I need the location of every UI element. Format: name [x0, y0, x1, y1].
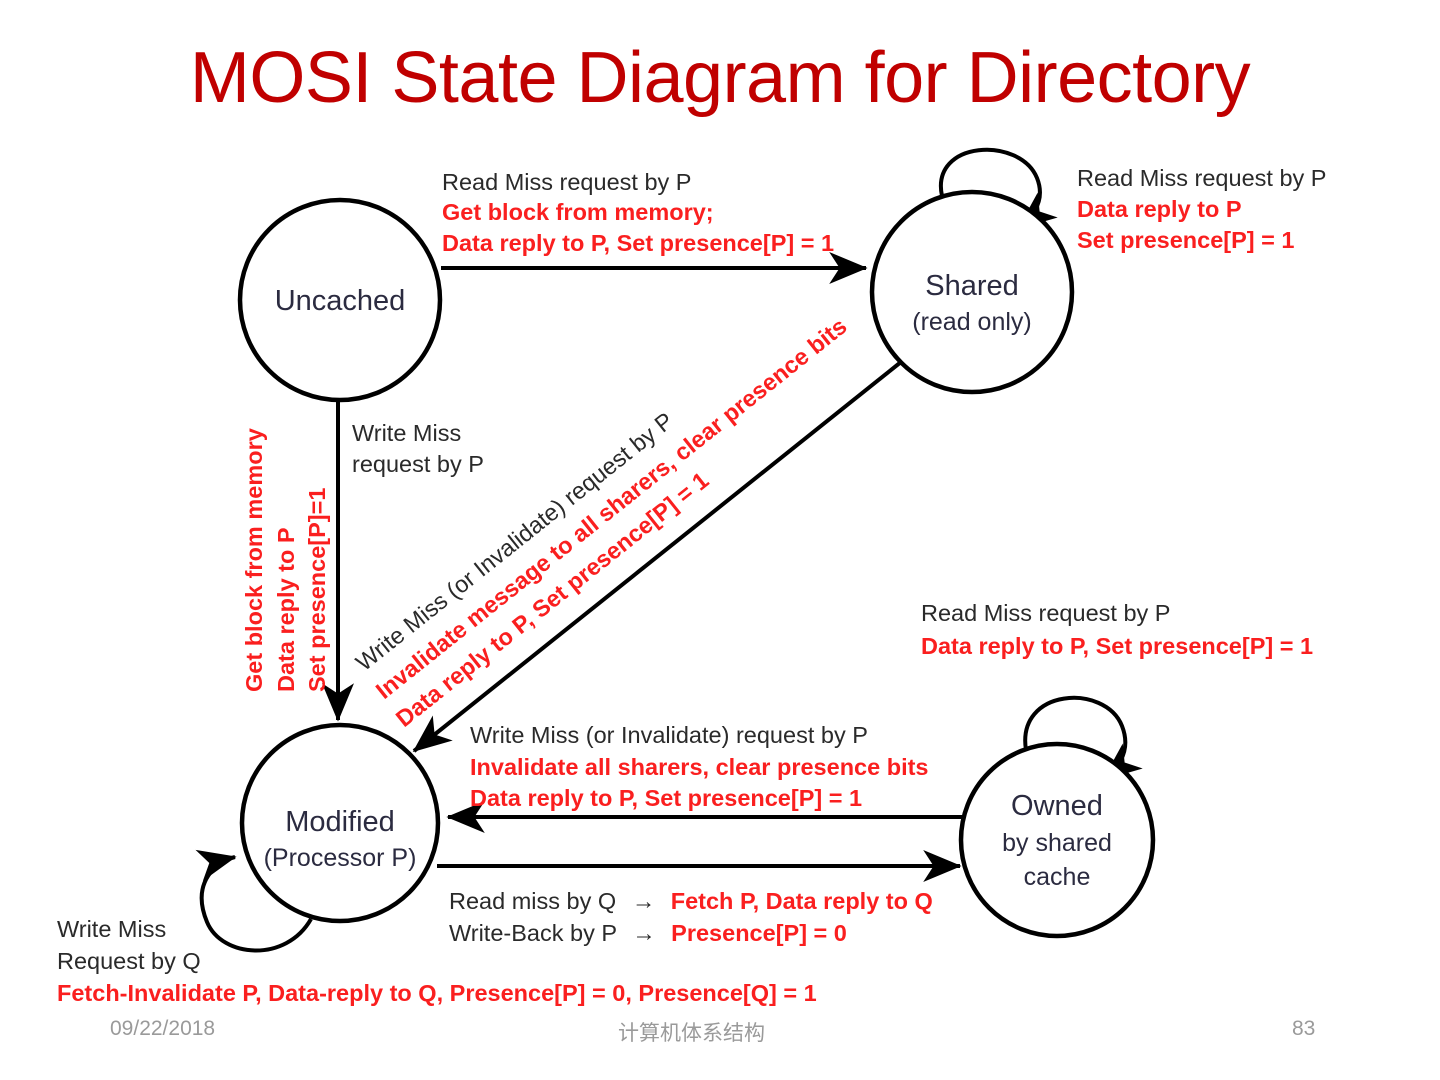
shared-sublabel: (read only)	[912, 308, 1032, 336]
label-line-red-1: Invalidate message to all sharers, clear…	[371, 313, 852, 704]
owned-sublabel-2: cache	[1024, 863, 1091, 891]
owned-circle[interactable]	[958, 741, 1156, 939]
label-line-red-2: Data reply to P, Set presence[P] = 1	[470, 785, 862, 811]
label-line-2: Write-Back by P → Presence[P] = 0	[449, 920, 847, 946]
label-line-red-1: Get block from memory;	[442, 199, 714, 225]
label-line-2: request by P	[352, 451, 484, 477]
footer-course-name: 计算机体系结构	[618, 1022, 765, 1045]
modified-label: Modified	[285, 806, 395, 838]
label-uncached-to-modified-black: Write Miss request by P	[352, 420, 484, 477]
label-line-red-2: Set presence[P] = 1	[1077, 227, 1294, 253]
page-title: MOSI State Diagram for Directory	[189, 38, 1251, 118]
label-line-red-1: Invalidate all sharers, clear presence b…	[470, 754, 929, 780]
label-line-black: Read Miss request by P	[442, 169, 691, 195]
arrow-glyph-2: →	[632, 920, 656, 946]
label-line-1: Write Miss	[352, 420, 461, 446]
footer-date: 09/22/2018	[110, 1017, 216, 1040]
state-node-shared[interactable]: Shared (read only)	[869, 189, 1075, 395]
label-owned-self-loop: Read Miss request by P Data reply to P, …	[921, 600, 1313, 659]
label-line-black: Write Miss (or Invalidate) request by P	[470, 722, 868, 748]
modified-circle[interactable]	[239, 722, 441, 924]
modified-sublabel: (Processor P)	[264, 844, 417, 872]
uncached-label: Uncached	[275, 285, 406, 317]
footer-page-number: 83	[1292, 1017, 1316, 1040]
owned-label: Owned	[1011, 790, 1103, 822]
state-node-owned[interactable]: Owned by shared cache	[958, 741, 1156, 939]
label-line-red-3: Set presence[P]=1	[304, 488, 330, 692]
label-line-red: Fetch-Invalidate P, Data-reply to Q, Pre…	[57, 980, 817, 1006]
label-modified-self-loop: Write Miss Request by Q Fetch-Invalidate…	[57, 916, 817, 1006]
shared-label: Shared	[925, 270, 1019, 302]
edge-shared-to-modified	[412, 360, 903, 753]
label-line-black: Read Miss request by P	[1077, 165, 1326, 191]
label-line-red-1: Data reply to P	[1077, 196, 1242, 222]
label-line-2-black: Write-Back by P	[449, 920, 617, 946]
label-modified-to-owned: Read miss by Q → Fetch P, Data reply to …	[449, 888, 933, 946]
label-line-black: Read Miss request by P	[921, 600, 1170, 626]
uncached-circle[interactable]	[237, 197, 443, 403]
label-line-2-red: Presence[P] = 0	[671, 920, 847, 946]
label-line-1-black: Read miss by Q	[449, 888, 616, 914]
label-line-1: Write Miss	[57, 916, 166, 942]
state-node-uncached[interactable]: Uncached	[237, 197, 443, 403]
state-node-modified[interactable]: Modified (Processor P)	[239, 722, 441, 924]
label-line-red-2: Data reply to P	[273, 527, 299, 692]
label-line-red: Data reply to P, Set presence[P] = 1	[921, 633, 1313, 659]
label-line-2: Request by Q	[57, 948, 201, 974]
edge-modified-self-loop	[195, 849, 313, 953]
label-line-1-red: Fetch P, Data reply to Q	[671, 888, 933, 914]
label-shared-to-modified: Write Miss (or Invalidate) request by P …	[351, 313, 852, 732]
label-line-red-1: Get block from memory	[241, 428, 267, 692]
arrow-glyph-1: →	[632, 888, 656, 914]
owned-sublabel: by shared	[1002, 829, 1112, 857]
label-line-1: Read miss by Q → Fetch P, Data reply to …	[449, 888, 933, 914]
label-uncached-to-modified-red: Get block from memory Data reply to P Se…	[241, 428, 330, 692]
label-owned-to-modified: Write Miss (or Invalidate) request by P …	[470, 722, 929, 811]
label-uncached-to-shared: Read Miss request by P Get block from me…	[442, 169, 834, 256]
label-line-red-2: Data reply to P, Set presence[P] = 1	[442, 230, 834, 256]
shared-circle[interactable]	[869, 189, 1075, 395]
label-shared-self-loop: Read Miss request by P Data reply to P S…	[1077, 165, 1326, 253]
